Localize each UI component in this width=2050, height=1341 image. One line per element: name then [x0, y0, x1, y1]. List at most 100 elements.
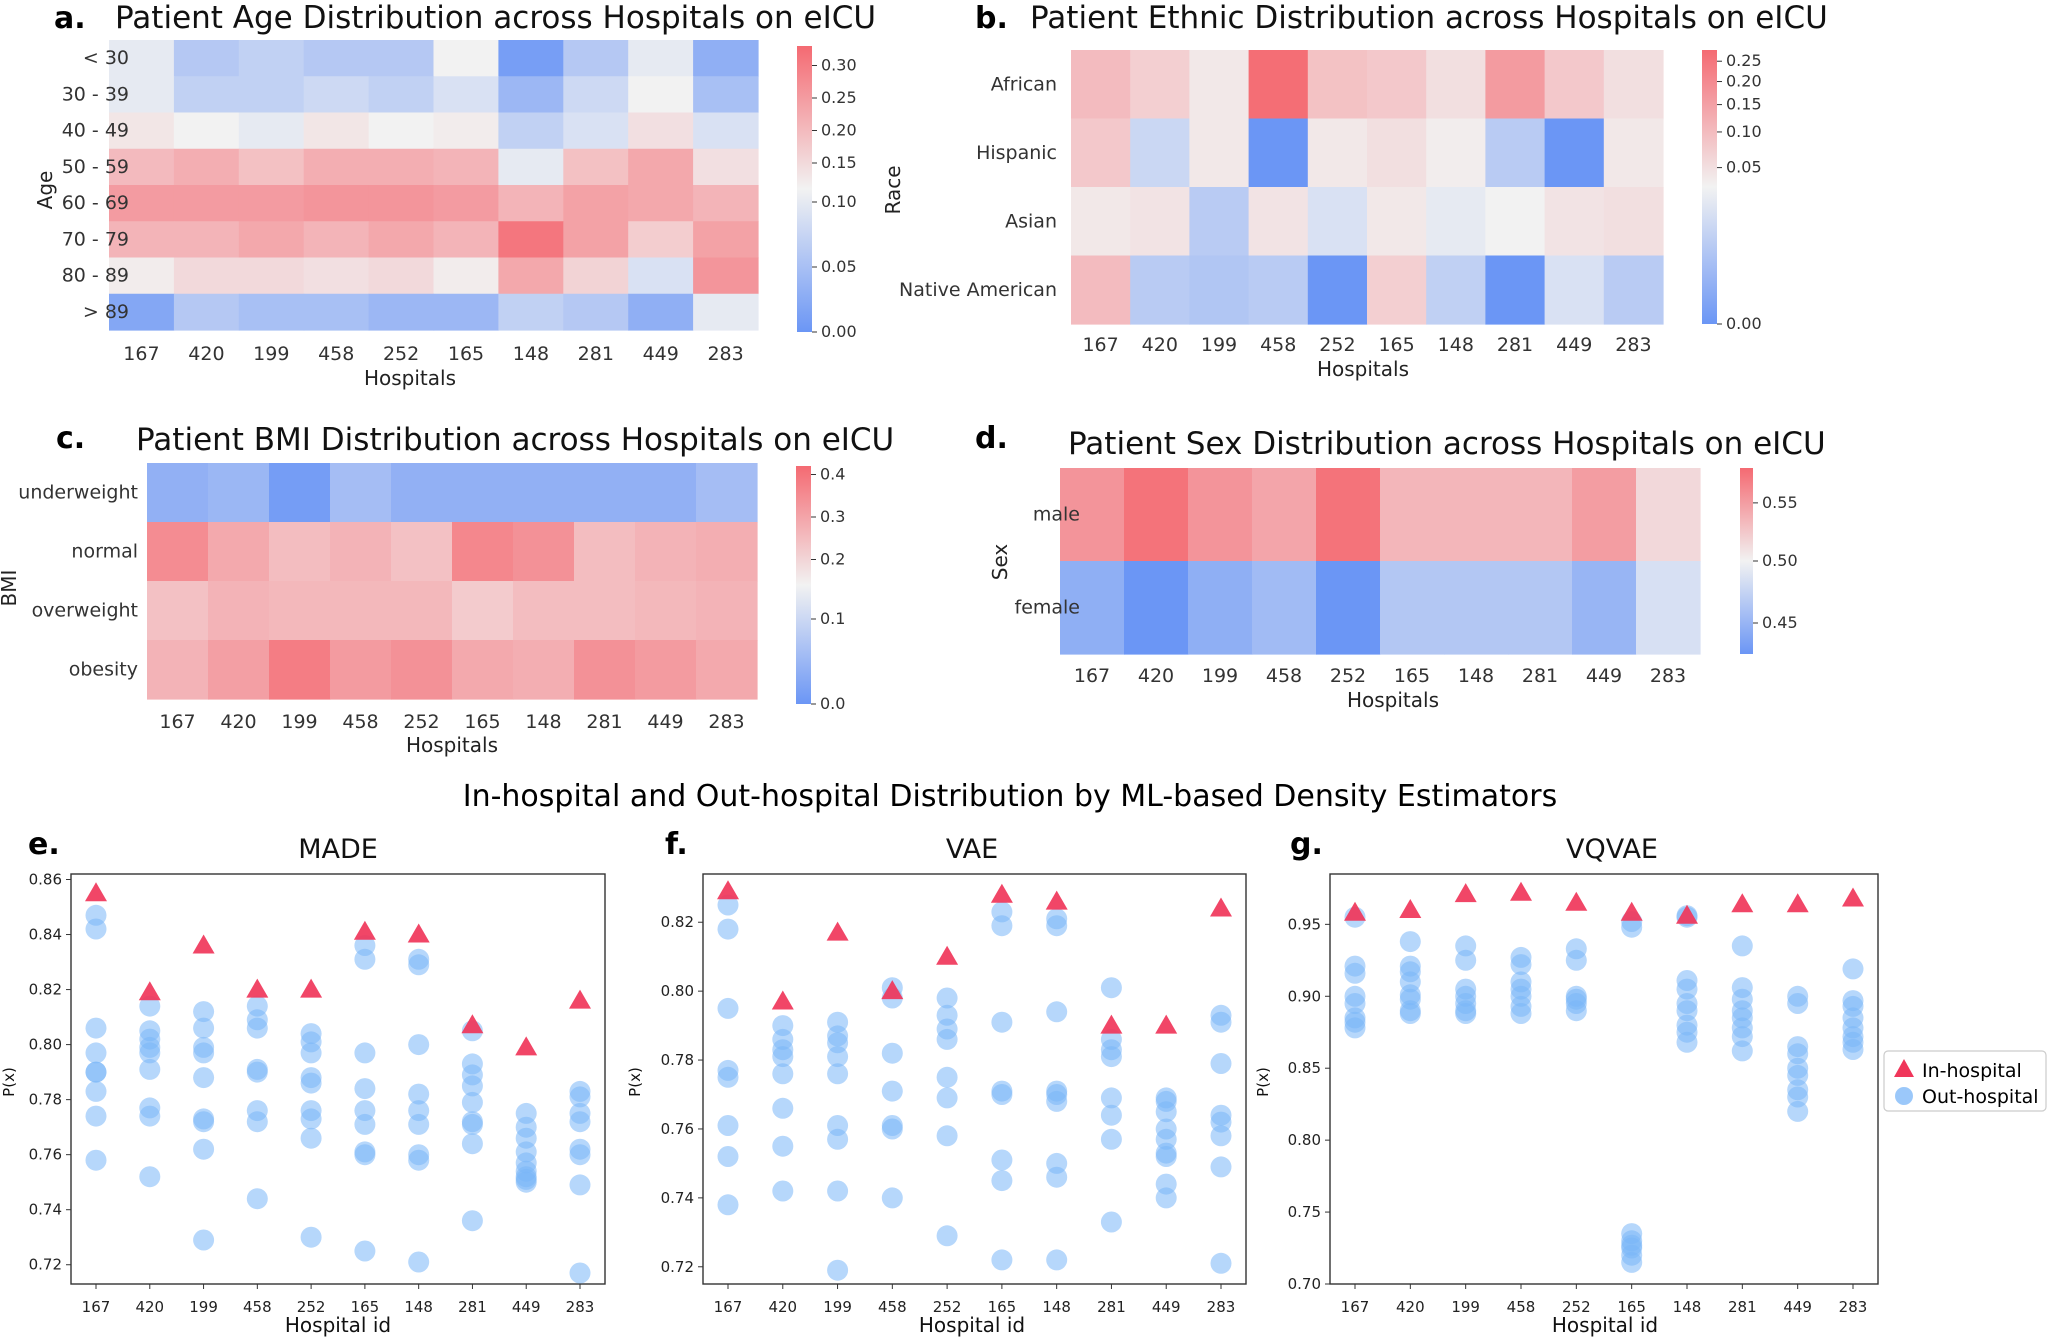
out-hospital-point — [1621, 1251, 1643, 1273]
out-hospital-point — [991, 915, 1013, 937]
out-hospital-point — [1100, 1087, 1122, 1109]
y-tick-label: 30 - 39 — [62, 83, 129, 105]
heatmap-cell — [1130, 187, 1190, 257]
x-tick-label: 458 — [1260, 334, 1296, 356]
heatmap-cell — [574, 581, 636, 641]
out-hospital-point — [461, 1133, 483, 1155]
heatmap-cell — [693, 185, 759, 222]
y-tick-label: 40 - 49 — [62, 120, 129, 142]
colorbar-tick-label: 0.55 — [1762, 493, 1798, 512]
heatmap-cell — [173, 148, 240, 186]
x-axis-label-g: Hospital id — [1552, 1313, 1658, 1337]
heatmap-cell — [1130, 118, 1190, 188]
heatmap-cell — [1544, 50, 1605, 120]
out-hospital-point — [461, 1091, 483, 1113]
heatmap-cell — [1060, 561, 1125, 655]
out-hospital-point — [881, 1080, 903, 1102]
heatmap-cell — [147, 640, 209, 700]
heatmap-cell — [173, 257, 240, 295]
heatmap-cell — [1485, 50, 1546, 120]
x-tick-label: 148 — [1042, 1298, 1071, 1316]
colorbar-tick-label: 0.15 — [821, 153, 857, 172]
out-hospital-point — [193, 1017, 215, 1039]
heatmap-cell — [109, 221, 175, 259]
heatmap-cell — [368, 148, 435, 186]
heatmap-cell — [330, 522, 392, 582]
x-tick-label: 199 — [1201, 334, 1237, 356]
heatmap-cell — [303, 221, 370, 259]
colorbar-tick-label: 0.30 — [821, 56, 857, 75]
x-tick-label: 148 — [404, 1298, 433, 1316]
out-hospital-point — [772, 1135, 794, 1157]
out-hospital-point — [461, 1113, 483, 1135]
y-tick-label: normal — [71, 541, 138, 563]
in-hospital-point — [1210, 897, 1232, 917]
heatmap-cell — [696, 463, 758, 523]
heatmap-cell — [696, 581, 758, 641]
out-hospital-point — [717, 894, 739, 916]
heatmap-cell — [303, 293, 370, 331]
out-hospital-point — [1787, 993, 1809, 1014]
scatter-title-f: VAE — [946, 834, 998, 865]
heatmap-cell — [238, 148, 305, 186]
out-hospital-point — [354, 1144, 376, 1166]
out-hospital-point — [1787, 1043, 1809, 1065]
legend-out-hospital-marker — [1895, 1087, 1913, 1105]
x-axis-label-a: Hospitals — [364, 366, 456, 390]
y-tick-label: 0.80 — [661, 982, 694, 1000]
colorbar-tick-label: 0.25 — [821, 88, 857, 107]
heatmap-cell — [1508, 468, 1573, 562]
y-tick-label: 0.78 — [29, 1091, 62, 1109]
heatmap-cell — [303, 148, 370, 186]
x-tick-label: 165 — [351, 1298, 380, 1316]
in-hospital-point — [1731, 893, 1754, 913]
in-hospital-point — [936, 945, 959, 965]
heatmap-cell — [1603, 187, 1664, 257]
out-hospital-point — [461, 1075, 483, 1097]
x-axis-label-f: Hospital id — [919, 1313, 1025, 1337]
x-tick-label: 283 — [707, 343, 743, 365]
heatmap-cell — [1071, 118, 1131, 188]
y-tick-label: obesity — [69, 659, 138, 681]
x-tick-label: 281 — [586, 711, 622, 733]
in-hospital-point — [85, 882, 107, 902]
heatmap-cell — [1307, 187, 1368, 257]
y-axis-label-g: P(x) — [1254, 1067, 1272, 1097]
heatmap-cell — [391, 581, 453, 641]
out-hospital-point — [1210, 1053, 1232, 1074]
in-hospital-point — [515, 1036, 538, 1056]
x-tick-label: 420 — [1396, 1298, 1425, 1316]
panel-letter-d: d. — [975, 421, 1008, 456]
y-axis-label-e: P(x) — [0, 1067, 18, 1097]
out-hospital-point — [193, 1001, 215, 1023]
out-hospital-point — [85, 918, 107, 940]
heatmap-cell — [563, 257, 629, 295]
heatmap-cell — [1252, 561, 1317, 655]
heatmap-cell — [574, 522, 636, 582]
heatmap-cell — [574, 463, 636, 523]
x-tick-label: 281 — [1497, 334, 1533, 356]
heatmap-cell — [693, 112, 759, 150]
y-tick-label: 80 - 89 — [62, 265, 129, 287]
heatmap-cell — [628, 40, 694, 77]
heatmap-cell — [330, 640, 392, 700]
y-tick-label: > 89 — [83, 301, 129, 323]
plot-frame-e — [70, 873, 606, 1285]
heatmap-cell — [330, 463, 392, 523]
out-hospital-point — [1787, 1086, 1809, 1108]
out-hospital-point — [246, 1188, 268, 1210]
y-tick-label: Asian — [1005, 210, 1057, 232]
out-hospital-point — [569, 1111, 591, 1133]
legend-out-hospital-label: Out-hospital — [1922, 1086, 2039, 1108]
out-hospital-point — [1155, 1187, 1177, 1209]
y-axis-label-a: Age — [33, 171, 57, 210]
x-tick-label: 199 — [823, 1298, 852, 1316]
y-tick-label: overweight — [32, 600, 138, 622]
scatter-vae: 0.72 0.74 0.76 0.78 0.80 0.82 167 420 199 458 252 1… — [661, 880, 1235, 1316]
out-hospital-point — [569, 1262, 591, 1284]
x-tick-label: 165 — [988, 1298, 1017, 1316]
x-tick-label: 165 — [1378, 334, 1414, 356]
x-axis-label-e: Hospital id — [285, 1313, 391, 1337]
x-tick-label: 449 — [1783, 1298, 1812, 1316]
heatmap-cell — [452, 581, 514, 641]
